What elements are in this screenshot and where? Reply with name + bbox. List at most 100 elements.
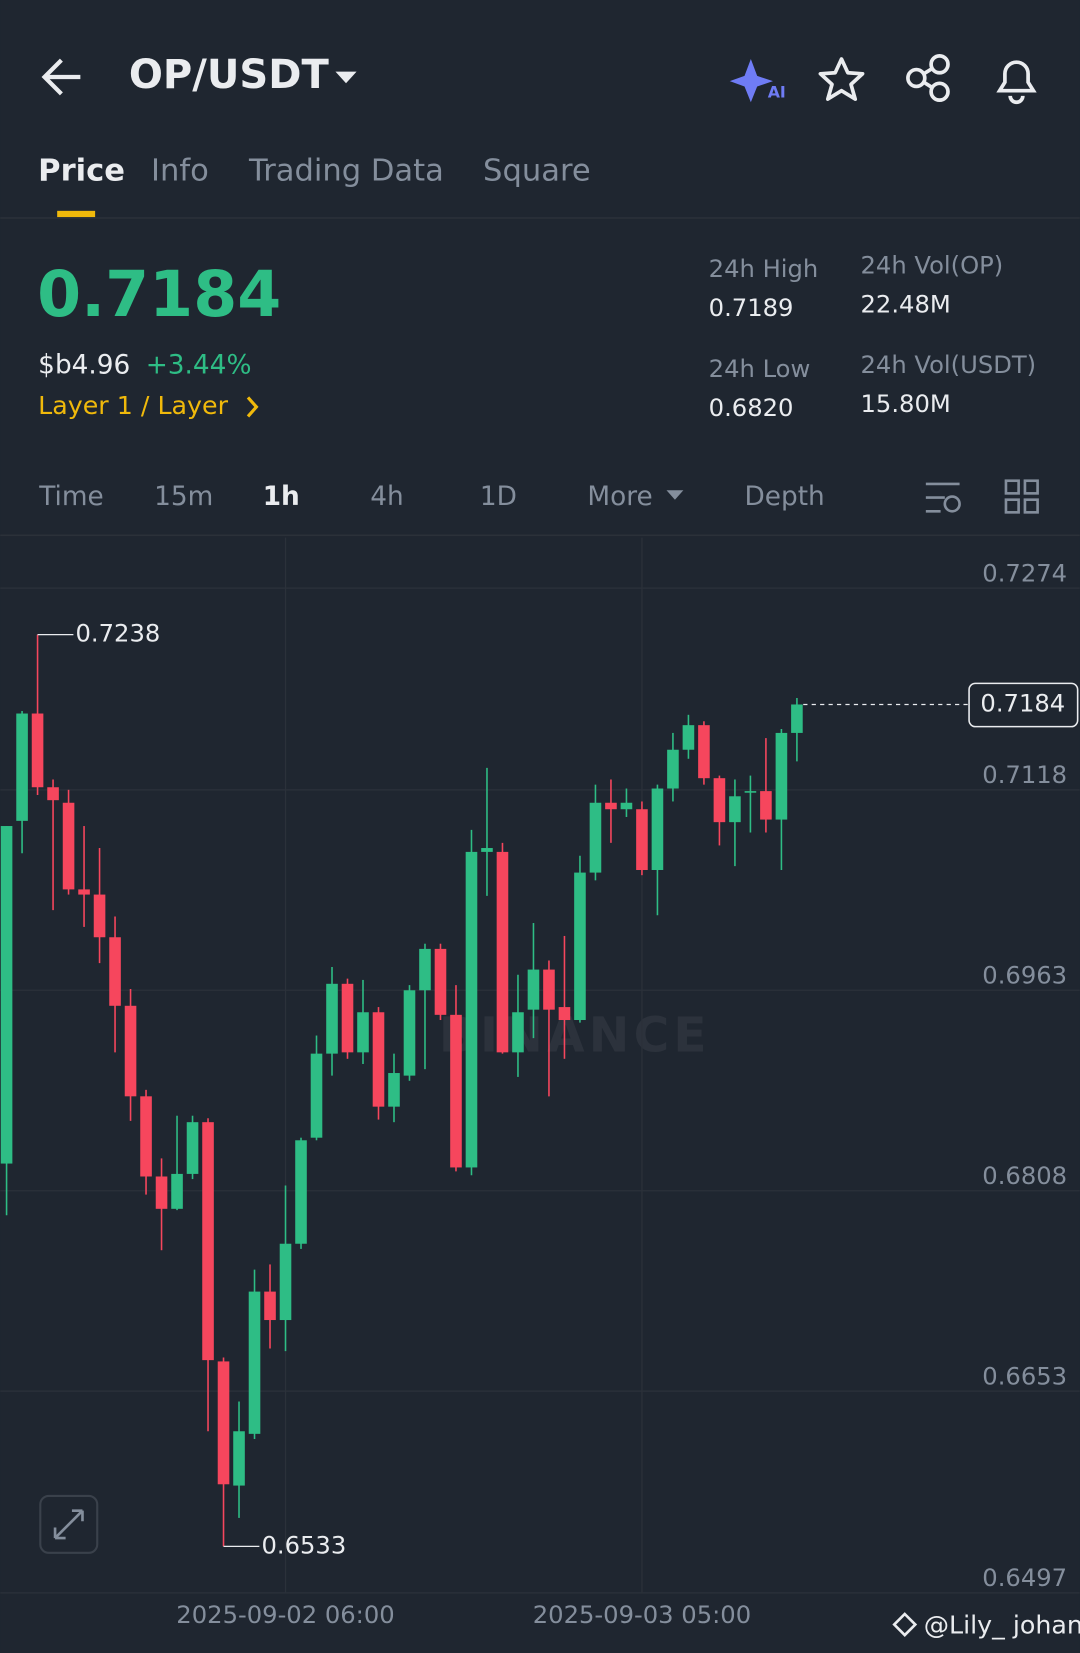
fullscreen-icon[interactable]	[53, 1509, 84, 1540]
tab[interactable]: Trading Data	[248, 153, 444, 188]
candle-body	[558, 1007, 571, 1021]
stat-value: 15.80M	[860, 389, 950, 418]
candle-body	[713, 778, 726, 823]
candle-body	[605, 802, 617, 810]
timeframe[interactable]: More	[587, 482, 652, 512]
stat-value: 0.7189	[709, 293, 794, 322]
indicator-settings[interactable]	[925, 482, 961, 513]
candle-body	[496, 851, 509, 1053]
footer-handle: @Lily_ johan	[924, 1611, 1080, 1640]
candle-body	[295, 1140, 307, 1244]
candle-body	[651, 788, 664, 871]
candle-body	[16, 713, 28, 821]
candle-body	[357, 1012, 369, 1053]
candle-body	[388, 1073, 400, 1107]
candle-body	[465, 851, 478, 1168]
x-tick-label: 2025-09-03 05:00	[533, 1600, 751, 1629]
ai-button[interactable]: AI	[729, 59, 786, 103]
candle-body	[620, 802, 633, 810]
candle-body	[109, 937, 121, 1006]
stat-value: 22.48M	[860, 290, 950, 319]
sector-link[interactable]: Layer 1 / Layer	[38, 391, 228, 420]
candle-body	[310, 1053, 323, 1138]
candle-body	[0, 826, 13, 1164]
candle-body	[434, 948, 447, 1015]
symbol[interactable]: OP/USDT	[129, 52, 330, 98]
candle-body	[682, 725, 695, 750]
stat-label: 24h Vol(USDT)	[860, 350, 1036, 379]
layout-button[interactable]	[1004, 479, 1039, 514]
candle-body	[574, 872, 586, 1021]
tab[interactable]: Square	[483, 153, 591, 188]
candle-body	[279, 1243, 292, 1321]
candle-body	[202, 1122, 214, 1361]
candle-body	[760, 791, 772, 820]
candle-body	[140, 1096, 152, 1177]
candle-body	[155, 1176, 168, 1209]
candle-body	[527, 969, 540, 1010]
y-tick-label: 0.6653	[982, 1361, 1067, 1390]
candle-body	[729, 796, 741, 823]
stat-label: 24h Low	[709, 354, 811, 383]
stat-value: 0.6820	[709, 393, 794, 422]
timeframe[interactable]: 1h	[263, 482, 300, 512]
fullscreen-button[interactable]	[39, 1494, 99, 1554]
last-price-label: 0.7184	[980, 688, 1065, 717]
timeframe[interactable]: Depth	[745, 482, 825, 512]
candle-body	[93, 894, 106, 938]
candle-body	[667, 749, 679, 789]
candle-body	[481, 848, 493, 852]
candle-body	[744, 791, 757, 793]
price-change: +3.44%	[146, 350, 252, 380]
candle-body	[512, 1012, 524, 1053]
candle-body	[775, 732, 788, 820]
candle-body	[62, 802, 75, 890]
svg-text:AI: AI	[768, 82, 786, 101]
candle-body	[543, 969, 555, 1010]
candle-body	[248, 1291, 261, 1434]
fiat-price: $b4.96	[38, 350, 130, 380]
y-tick-label: 0.7118	[982, 760, 1067, 789]
candle-body	[186, 1122, 199, 1174]
candle-body	[341, 983, 354, 1053]
alert-button[interactable]	[996, 60, 1037, 105]
candle-body	[233, 1431, 245, 1486]
max-label: 0.7238	[76, 619, 161, 648]
tab[interactable]: Price	[38, 153, 125, 188]
candle-body	[47, 787, 59, 801]
timeframe[interactable]: Time	[38, 482, 103, 512]
back-button[interactable]	[41, 58, 81, 96]
candle-body	[791, 704, 803, 733]
last-price: 0.7184	[37, 257, 281, 331]
candle-body	[698, 725, 710, 779]
candle-body	[326, 983, 338, 1054]
watermark: BINANCE	[439, 1007, 711, 1063]
last-price-box	[968, 682, 1079, 728]
sector-arrow[interactable]	[246, 396, 259, 418]
candle-body	[171, 1173, 183, 1209]
timeframe[interactable]: 15m	[154, 482, 213, 512]
symbol-caret[interactable]	[335, 71, 357, 84]
timeframe[interactable]: 4h	[370, 482, 403, 512]
y-tick-label: 0.6808	[982, 1161, 1067, 1190]
candle-body	[78, 889, 90, 895]
candle-body	[31, 713, 44, 788]
candle-body	[217, 1361, 230, 1485]
candle-body	[403, 990, 416, 1076]
candle-body	[419, 948, 431, 991]
timeframe[interactable]: 1D	[480, 482, 517, 512]
candle-body	[124, 1005, 137, 1097]
chart: 0.7274 0.7118 0.6963 0.6808 0.6653 0.6497 BINA…	[0, 537, 1080, 1629]
tab-indicator	[57, 210, 96, 218]
y-tick-label: 0.7274	[982, 558, 1067, 587]
tab[interactable]: Info	[151, 153, 209, 188]
more-caret[interactable]	[666, 490, 684, 500]
candle-body	[372, 1012, 385, 1107]
favorite-button[interactable]	[818, 57, 865, 101]
divider	[0, 217, 1080, 219]
divider	[0, 534, 1080, 537]
share-button[interactable]	[906, 54, 950, 102]
